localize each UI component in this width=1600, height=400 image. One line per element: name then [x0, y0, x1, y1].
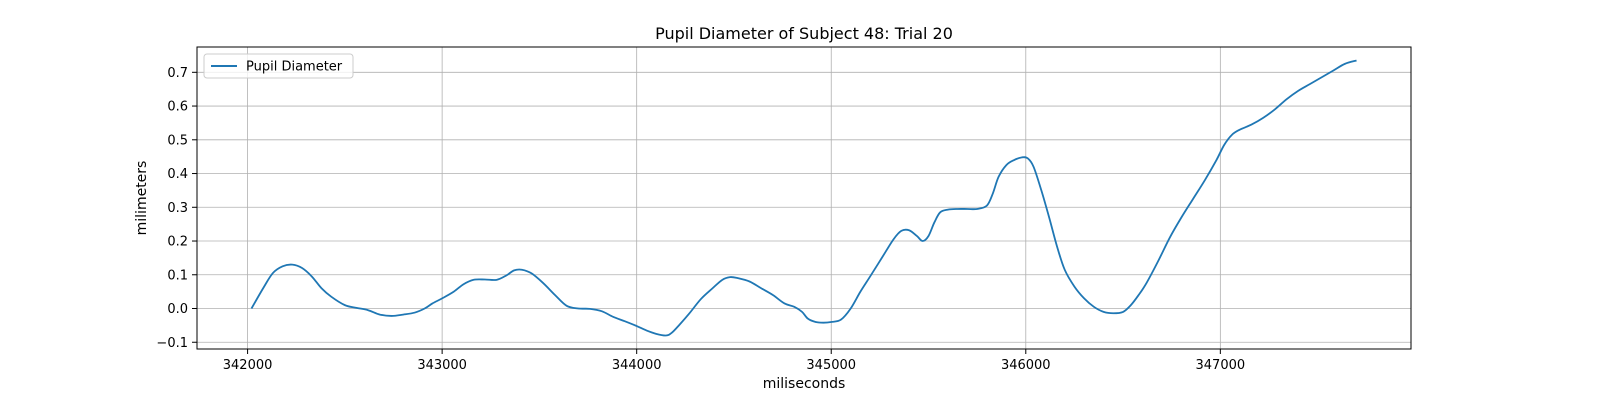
x-tick-label: 347000: [1196, 358, 1246, 373]
legend-box: [203, 53, 354, 79]
y-tick-label: 0.3: [167, 201, 188, 216]
grid: [197, 47, 1411, 349]
chart-title: Pupil Diameter of Subject 48: Trial 20: [655, 24, 953, 43]
legend: Pupil Diameter: [203, 53, 354, 79]
y-tick-label: 0.7: [167, 66, 188, 81]
y-tick-label: 0.1: [167, 268, 188, 283]
x-tick-label: 345000: [806, 358, 856, 373]
x-tick-label: 342000: [223, 358, 273, 373]
y-tick-label: 0.6: [167, 100, 188, 115]
y-axis: −0.1 0.0 0.1 0.2 0.3 0.4 0.5 0.6 0.7: [156, 66, 197, 351]
y-tick-label: 0.2: [167, 235, 188, 250]
y-tick-label: 0.0: [167, 302, 188, 317]
plot-area: [196, 46, 1412, 350]
legend-entry: Pupil Diameter: [246, 60, 343, 75]
x-tick-label: 346000: [1001, 358, 1051, 373]
series-line-pupil-diameter: [250, 59, 1357, 337]
series-layer: [250, 59, 1357, 337]
y-tick-label: −0.1: [156, 336, 188, 351]
x-axis: 342000 343000 344000 345000 346000 347000: [223, 349, 1245, 373]
y-tick-label: 0.5: [167, 133, 188, 148]
y-axis-label: milimeters: [134, 161, 150, 236]
x-axis-label: miliseconds: [763, 376, 846, 392]
y-tick-label: 0.4: [167, 167, 188, 182]
x-tick-label: 343000: [417, 358, 467, 373]
x-tick-label: 344000: [612, 358, 662, 373]
